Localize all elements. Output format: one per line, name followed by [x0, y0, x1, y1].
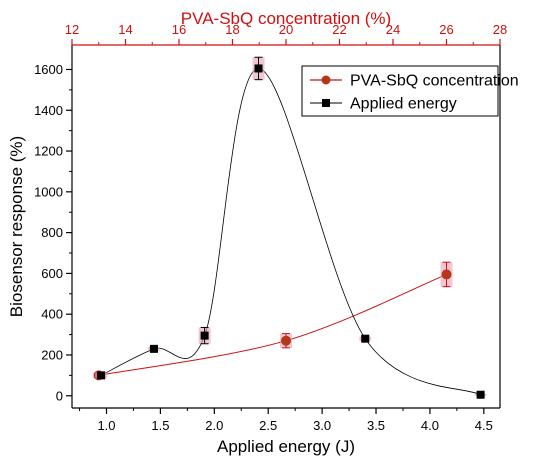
x-tick-label: 3.0	[313, 418, 331, 433]
data-point	[476, 390, 485, 399]
x-axis-title: Applied energy (J)	[217, 437, 355, 456]
series-line	[98, 273, 447, 376]
y-tick-label: 400	[41, 307, 63, 322]
x-tick-label: 2.0	[205, 418, 223, 433]
data-point	[97, 371, 106, 380]
x-axis-top: 12 14 16 18 20 22 24 26 28	[65, 22, 507, 45]
data-point	[441, 269, 452, 280]
y-tick-label: 1600	[34, 62, 63, 77]
y-axis-title: Biosensor response (%)	[7, 136, 26, 317]
x-tick-label: 2.5	[259, 418, 277, 433]
x-tick-label: 4.0	[421, 418, 439, 433]
y-tick-label: 600	[41, 266, 63, 281]
x-axis-bottom: 1.0 1.5 2.0 2.5 3.0 3.5 4.0 4.5	[79, 408, 493, 433]
legend-marker-pva	[321, 75, 331, 85]
x-tick-label: 1.5	[151, 418, 169, 433]
series-line	[100, 68, 481, 396]
x-tick-label: 4.5	[475, 418, 493, 433]
legend: PVA-SbQ concentration Applied energy	[301, 65, 519, 117]
data-point	[254, 64, 263, 73]
y-tick-label: 1200	[34, 144, 63, 159]
top-tick-label: 16	[172, 22, 186, 37]
data-point	[149, 344, 158, 353]
y-tick-label: 0	[56, 388, 63, 403]
series-0	[92, 261, 453, 381]
top-tick-label: 12	[65, 22, 79, 37]
top-tick-label: 18	[225, 22, 239, 37]
data-point	[361, 334, 370, 343]
legend-label-pva: PVA-SbQ concentration	[350, 73, 519, 90]
y-axis-left: 0 200 400 600 800 1000 1200 1400 1600	[34, 62, 72, 403]
data-point	[281, 335, 291, 346]
x-tick-label: 3.5	[367, 418, 385, 433]
x-tick-label: 1.0	[97, 418, 115, 433]
top-tick-label: 20	[279, 22, 293, 37]
top-tick-label: 22	[332, 22, 346, 37]
top-axis-title: PVA-SbQ concentration (%)	[181, 9, 391, 28]
top-tick-label: 26	[439, 22, 453, 37]
top-tick-label: 14	[118, 22, 132, 37]
top-tick-label: 24	[386, 22, 400, 37]
legend-marker-energy	[322, 99, 330, 107]
series-1	[95, 56, 487, 399]
legend-box	[301, 65, 499, 117]
y-tick-label: 200	[41, 347, 63, 362]
top-tick-label: 28	[493, 22, 507, 37]
y-tick-label: 800	[41, 225, 63, 240]
y-tick-label: 1400	[34, 103, 63, 118]
legend-label-energy: Applied energy	[350, 96, 457, 113]
y-tick-label: 1000	[34, 184, 63, 199]
series-layer	[92, 56, 487, 399]
data-point	[200, 331, 209, 340]
